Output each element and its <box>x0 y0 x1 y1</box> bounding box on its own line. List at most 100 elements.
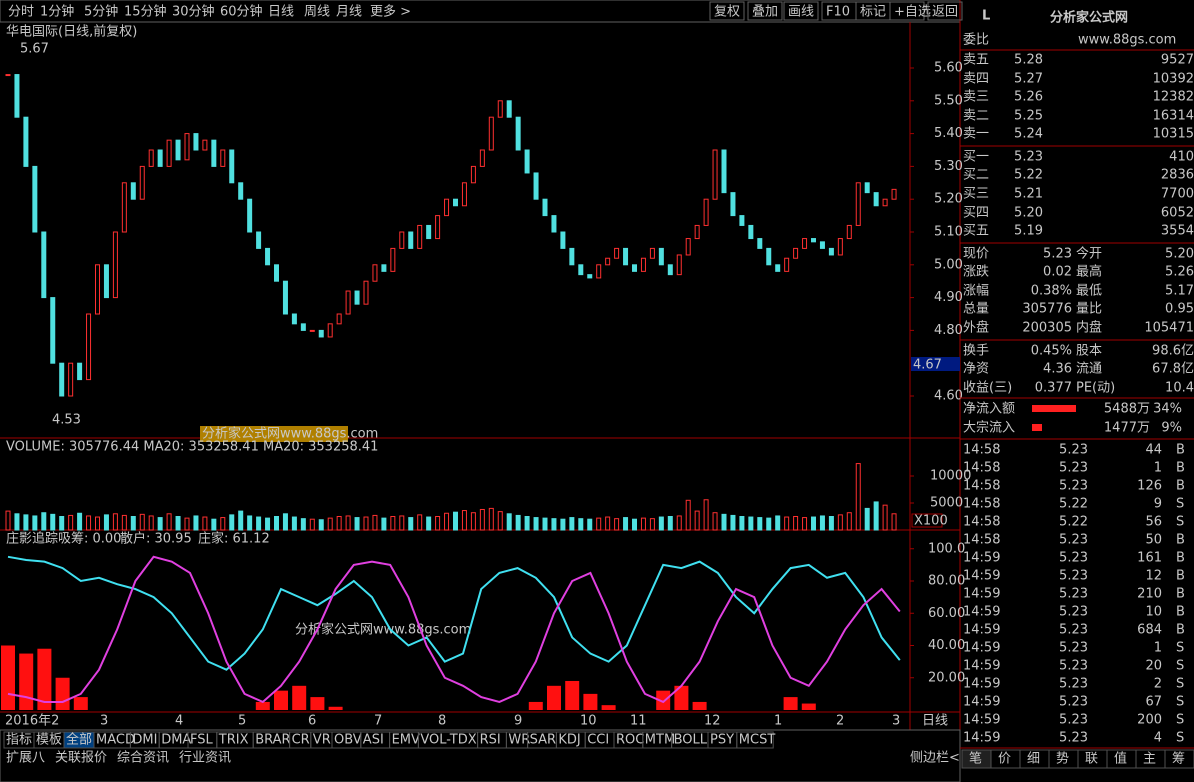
x-tick-label: 3 <box>100 714 108 729</box>
indicator-tab[interactable]: DMI <box>132 733 157 748</box>
indicator-tab[interactable]: CR <box>292 733 310 748</box>
indicator-tab[interactable]: OBV <box>334 733 362 748</box>
row-label: 流通 <box>1076 362 1102 377</box>
volume-bar <box>148 515 154 531</box>
finance-value: 4.36 <box>1043 362 1072 377</box>
y-tick-label: 80.00 <box>928 574 965 589</box>
candle <box>793 247 799 259</box>
volume-bar <box>32 515 38 531</box>
period-tab[interactable]: 15分钟 <box>124 4 167 20</box>
trade-price: 5.22 <box>1059 515 1088 530</box>
side-tab[interactable]: 价 <box>998 752 1011 767</box>
sidebar-toggle[interactable]: 侧边栏< <box>910 751 960 766</box>
volume-bar <box>59 516 65 531</box>
volume-bar <box>282 513 288 531</box>
candle <box>578 264 584 276</box>
period-tab[interactable]: 1分钟 <box>40 4 74 20</box>
x-tick-label: 2016年2 <box>5 714 59 729</box>
period-tab[interactable]: 分时 <box>8 5 34 20</box>
buy-volume: 3554 <box>1161 224 1194 239</box>
toolbar-button[interactable]: 画线 <box>788 5 814 20</box>
candle <box>193 133 199 151</box>
y-tick-label: 60.00 <box>928 606 965 621</box>
side-tab[interactable]: 值 <box>1114 751 1127 767</box>
side-tab[interactable]: 细 <box>1027 752 1040 767</box>
toolbar-button[interactable]: 返回 <box>932 5 958 20</box>
indicator-tab[interactable]: FSL <box>190 733 214 748</box>
candle <box>587 274 593 279</box>
period-tab[interactable]: 5分钟 <box>84 4 118 20</box>
candle <box>336 313 342 325</box>
indicator-tab[interactable]: MTM <box>645 733 675 748</box>
toolbar-button[interactable]: 复权 <box>714 4 740 20</box>
period-tab[interactable]: 日线 <box>268 5 294 20</box>
trade-price: 5.23 <box>1059 551 1088 566</box>
toolbar-button[interactable]: 叠加 <box>752 5 778 20</box>
indicator-tab[interactable]: ROC <box>616 733 644 748</box>
side-tab[interactable]: 联 <box>1085 752 1098 767</box>
candle <box>515 116 521 151</box>
indicator-tab[interactable]: MACD <box>96 733 135 748</box>
indicator-tab[interactable]: WR <box>508 733 530 748</box>
indicator-tab[interactable]: BOLL <box>674 733 708 748</box>
buy-price: 5.22 <box>1014 168 1043 183</box>
info-tab[interactable]: 扩展八 <box>6 751 45 766</box>
indicator-tab[interactable]: DMA <box>161 733 191 748</box>
indicator-tab[interactable]: EMV <box>392 733 420 748</box>
indicator-tab[interactable]: 模板 <box>36 733 62 748</box>
trade-time: 14:59 <box>963 695 1000 710</box>
side-tab[interactable]: 笔 <box>969 751 982 767</box>
indicator-tab[interactable]: PSY <box>710 733 734 748</box>
indicator-tab[interactable]: 指标 <box>6 733 32 748</box>
indicator-tab[interactable]: RSI <box>480 733 501 748</box>
indicator-tab[interactable]: VOL-TDX <box>420 733 476 748</box>
quote-value: 200305 <box>1022 321 1072 336</box>
toolbar-button[interactable]: F10 <box>826 5 850 20</box>
indicator-tab[interactable]: SAR <box>530 733 556 748</box>
indicator-tab[interactable]: KDJ <box>558 733 580 748</box>
indicator-tab[interactable]: ASI <box>363 733 384 748</box>
trade-price: 5.23 <box>1059 713 1088 728</box>
chart-title: 华电国际(日线,前复权) <box>6 24 137 40</box>
quote-value: 0.02 <box>1043 265 1072 280</box>
side-tab[interactable]: 主 <box>1143 752 1156 767</box>
volume-legend: VOLUME: 305776.44 MA20: 353258.41 MA20: … <box>6 440 378 455</box>
accumulation-bar <box>565 680 580 710</box>
indicator-tab[interactable]: CCI <box>587 733 609 748</box>
toolbar-button[interactable]: +自选 <box>894 5 931 20</box>
info-tab[interactable]: 综合资讯 <box>117 751 169 766</box>
candle <box>488 116 494 151</box>
indicator-tab[interactable]: MCST <box>739 733 776 748</box>
info-tab[interactable]: 关联报价 <box>55 751 107 766</box>
toolbar-button[interactable]: 标记 <box>860 5 886 20</box>
period-tab[interactable]: 周线 <box>304 5 330 20</box>
indicator-tab[interactable]: VR <box>313 733 331 748</box>
period-tab[interactable]: 30分钟 <box>172 4 215 20</box>
accumulation-bar <box>255 701 270 710</box>
side-tab[interactable]: 筹 <box>1172 751 1185 767</box>
trade-volume: 10 <box>1145 605 1162 620</box>
period-tab[interactable]: 月线 <box>336 5 362 20</box>
candle <box>632 264 637 272</box>
side-tab[interactable]: 势 <box>1056 751 1069 767</box>
volume-bar <box>766 517 772 531</box>
candle <box>318 329 324 338</box>
volume-bar <box>77 512 83 531</box>
indicator-tab[interactable]: 全部 <box>66 732 92 748</box>
period-tab[interactable]: 60分钟 <box>220 4 263 20</box>
indicator-line <box>7 555 901 704</box>
volume-bar <box>730 514 736 531</box>
accumulation-bar <box>37 648 52 710</box>
indicator-tab[interactable]: TRIX <box>218 733 249 748</box>
sell-volume: 10392 <box>1153 72 1194 87</box>
indicator-tab[interactable]: BRAR <box>255 733 290 748</box>
trade-volume: 67 <box>1145 695 1162 710</box>
candle <box>175 139 181 161</box>
period-tab[interactable]: 更多 > <box>370 4 411 20</box>
trade-side: B <box>1176 461 1185 476</box>
volume-bar <box>837 514 843 531</box>
row-label: 内盘 <box>1076 320 1102 336</box>
info-tab[interactable]: 行业资讯 <box>179 751 231 766</box>
accumulation-bar <box>674 685 689 710</box>
volume-bar <box>676 515 682 531</box>
